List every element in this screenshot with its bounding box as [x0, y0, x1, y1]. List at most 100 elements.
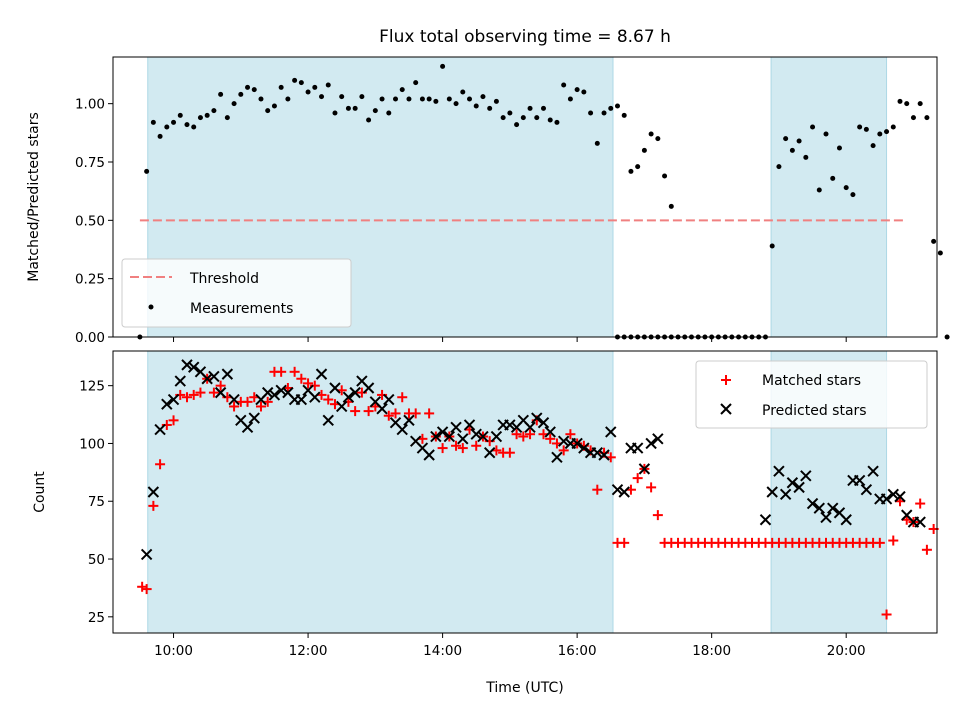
- measurement-point: [884, 129, 890, 135]
- cross-b: [537, 416, 550, 429]
- measurement-point: [931, 238, 937, 244]
- matched-star-point: [303, 378, 314, 389]
- matched-star-point: [208, 387, 219, 398]
- measurement-point: [231, 101, 237, 107]
- legend-matched-label: Matched stars: [762, 373, 861, 389]
- cross-b: [342, 391, 355, 403]
- cross-b: [853, 474, 866, 487]
- matched-star-point: [350, 406, 361, 417]
- predicted-star-point: [786, 477, 799, 489]
- predicted-star-point: [188, 361, 200, 373]
- matched-star-point: [921, 544, 932, 555]
- measurement-point: [332, 110, 338, 116]
- cross-b: [208, 370, 220, 383]
- predicted-star-point: [322, 414, 334, 427]
- cross-b: [833, 507, 846, 519]
- x-tick-label: 12:00: [289, 643, 328, 659]
- predicted-star-point: [537, 416, 550, 429]
- cross-b: [793, 481, 805, 494]
- cross-b: [827, 502, 839, 514]
- measurement-point: [769, 243, 775, 249]
- cross-b: [147, 486, 160, 498]
- measurement-point: [857, 124, 863, 130]
- predicted-star-point: [201, 373, 213, 385]
- cross-b: [174, 375, 186, 387]
- matched-star-point: [504, 447, 515, 458]
- cross-b: [759, 514, 772, 526]
- matched-star-point: [525, 429, 536, 440]
- predicted-star-point: [611, 483, 624, 496]
- measurement-point: [399, 87, 405, 93]
- measurement-point: [218, 91, 224, 97]
- predicted-star-point: [275, 384, 287, 397]
- measurement-point: [245, 84, 251, 90]
- measurement-point: [473, 103, 479, 109]
- predicted-star-point: [880, 493, 893, 505]
- predicted-star-point: [167, 393, 180, 406]
- matched-star-point: [289, 366, 300, 377]
- cross-b: [282, 386, 294, 399]
- predicted-star-point: [309, 391, 321, 403]
- predicted-star-point: [295, 393, 308, 406]
- predicted-star-point: [551, 451, 563, 464]
- measurement-point: [648, 131, 654, 137]
- matched-star-point: [397, 392, 408, 403]
- predicted-star-point: [228, 393, 240, 406]
- cross-b: [383, 393, 395, 406]
- measurement-point: [567, 96, 573, 102]
- bottom-legend: Matched stars Predicted stars: [695, 360, 928, 429]
- cross-b: [894, 490, 906, 503]
- predicted-star-point: [268, 389, 281, 401]
- measurement-point: [305, 89, 311, 95]
- matched-star-point: [437, 443, 448, 454]
- cross-b: [490, 430, 503, 443]
- measurement-point: [211, 108, 217, 114]
- bottom-axes-frame: [112, 350, 938, 634]
- matched-star-point: [242, 396, 253, 407]
- matched-star-point: [915, 498, 926, 509]
- matched-star-point: [215, 380, 226, 391]
- cross-b: [201, 373, 213, 385]
- predicted-star-point: [383, 393, 395, 406]
- measurement-point: [325, 82, 331, 88]
- measurement-point: [413, 80, 419, 86]
- legend-predicted-label: Predicted stars: [762, 403, 867, 419]
- measurement-point: [870, 143, 876, 149]
- measurement-point: [164, 124, 170, 130]
- predicted-star-point: [335, 400, 348, 413]
- matched-star-point: [137, 581, 148, 592]
- predicted-star-point: [800, 470, 812, 482]
- x-tick-label: 16:00: [558, 643, 597, 659]
- measurement-point: [440, 63, 446, 69]
- legend-measurements-swatch: [148, 304, 154, 310]
- matched-star-point: [457, 443, 468, 454]
- cross-b: [396, 423, 408, 436]
- cross-b: [154, 423, 166, 436]
- matched-star-point: [195, 387, 206, 398]
- predicted-star-point: [214, 386, 227, 399]
- measurement-point: [372, 108, 378, 114]
- cross-b: [275, 384, 287, 397]
- measurement-point: [386, 110, 392, 116]
- measurement-point: [803, 154, 809, 160]
- bottom-x-ticks: 10:00 12:00 14:00 16:00 18:00 20:00: [154, 633, 866, 659]
- cross-b: [161, 398, 173, 410]
- y-tick-label: 1.00: [75, 97, 105, 113]
- predicted-star-point: [652, 433, 664, 445]
- cross-b: [309, 391, 321, 403]
- measurement-point: [157, 133, 163, 139]
- measurement-point: [144, 168, 150, 174]
- measurement-point: [601, 110, 607, 116]
- cross-b: [618, 486, 630, 498]
- matched-star-point: [511, 429, 522, 440]
- cross-b: [430, 430, 442, 443]
- predicted-star-point: [759, 514, 772, 526]
- measurement-point: [836, 145, 842, 151]
- cross-b: [631, 442, 644, 454]
- measurement-point: [830, 175, 836, 181]
- measurement-point: [547, 117, 553, 123]
- matched-star-point: [168, 415, 179, 426]
- cross-b: [436, 426, 449, 438]
- cross-b: [571, 437, 583, 450]
- cross-b: [483, 446, 496, 459]
